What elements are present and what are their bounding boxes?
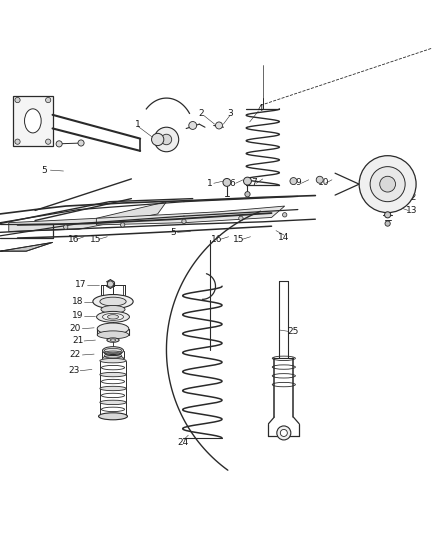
Ellipse shape [102,346,124,354]
Circle shape [244,177,251,185]
Polygon shape [0,243,53,251]
Ellipse shape [93,295,133,309]
Text: 25: 25 [287,327,298,336]
Text: 4: 4 [258,104,263,114]
Text: 21: 21 [72,336,84,345]
Ellipse shape [100,414,126,418]
Ellipse shape [96,311,130,322]
Circle shape [182,219,186,223]
Text: 1: 1 [135,119,141,128]
Text: 17: 17 [75,280,87,289]
Circle shape [56,141,62,147]
Polygon shape [96,206,285,225]
Text: 23: 23 [68,366,79,375]
Text: 10: 10 [318,178,329,187]
Circle shape [64,225,68,229]
Text: 9: 9 [296,178,302,187]
Ellipse shape [25,109,41,133]
Circle shape [385,221,390,226]
Ellipse shape [107,338,119,342]
Circle shape [46,98,51,103]
Circle shape [290,177,297,184]
Circle shape [283,213,287,217]
Text: 15: 15 [90,235,101,244]
Ellipse shape [97,331,129,339]
Text: 1: 1 [207,179,213,188]
Ellipse shape [100,359,126,363]
Circle shape [15,139,20,144]
Text: 16: 16 [211,235,223,244]
Circle shape [277,426,291,440]
Text: 5: 5 [41,166,47,175]
Ellipse shape [100,373,126,377]
Text: 2: 2 [199,109,204,118]
Text: 14: 14 [278,233,290,242]
Circle shape [161,134,172,145]
Circle shape [380,176,396,192]
Text: 18: 18 [72,297,84,306]
Polygon shape [9,201,166,231]
Ellipse shape [100,297,126,306]
Bar [13,96,53,146]
Text: 13: 13 [406,206,417,215]
Text: 3: 3 [227,109,233,118]
Circle shape [46,139,51,144]
Text: 19: 19 [72,311,84,320]
Ellipse shape [101,305,125,313]
Text: 5: 5 [170,228,176,237]
Circle shape [189,122,197,130]
Circle shape [385,212,391,218]
Circle shape [215,122,223,129]
Text: 11: 11 [402,170,413,179]
Text: 24: 24 [177,438,189,447]
Text: 12: 12 [406,193,417,202]
Circle shape [245,191,250,197]
Circle shape [223,179,231,187]
Text: 6: 6 [229,179,235,188]
Circle shape [154,127,179,152]
Circle shape [15,98,20,103]
Text: 22: 22 [70,351,81,359]
Circle shape [370,167,405,201]
Circle shape [316,176,323,183]
Circle shape [120,223,125,227]
Circle shape [107,281,113,287]
Text: 16: 16 [68,235,79,244]
Ellipse shape [99,413,127,420]
Ellipse shape [100,400,126,405]
Circle shape [152,133,164,146]
Circle shape [78,140,84,146]
Text: 15: 15 [233,235,244,244]
Circle shape [359,156,416,213]
Ellipse shape [97,323,129,334]
Ellipse shape [108,314,118,319]
Text: 7: 7 [251,178,257,187]
Circle shape [239,216,243,221]
Circle shape [280,430,287,437]
Ellipse shape [102,313,124,320]
Ellipse shape [100,386,126,391]
Text: 20: 20 [70,324,81,333]
Ellipse shape [110,339,116,341]
Ellipse shape [102,356,124,361]
